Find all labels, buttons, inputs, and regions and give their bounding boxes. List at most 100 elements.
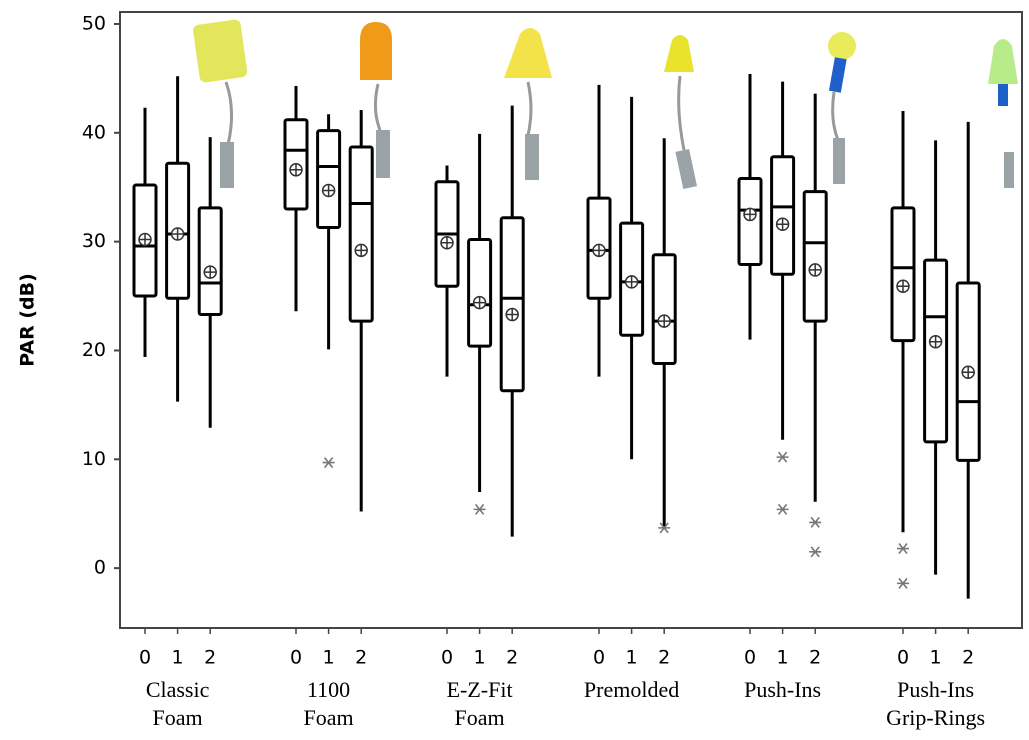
mean-marker — [440, 235, 454, 250]
group-label: E-Z-Fit — [447, 677, 513, 702]
box — [770, 155, 796, 276]
mean-cross — [625, 275, 638, 288]
outlier — [776, 503, 789, 515]
mean-cross — [593, 244, 605, 257]
mean-marker — [808, 263, 822, 277]
y-tick-label: 30 — [82, 230, 106, 252]
outlier — [473, 503, 486, 515]
plot-frame — [119, 11, 1023, 629]
box-plot — [651, 138, 677, 534]
box-plot — [802, 93, 828, 558]
mean-marker — [592, 243, 606, 258]
earplug-icons — [193, 19, 1018, 190]
box-plot — [434, 165, 460, 377]
mean-marker — [289, 163, 303, 177]
mean-cross — [204, 266, 217, 279]
box-label: 1 — [626, 647, 638, 669]
box-plot — [165, 76, 191, 402]
box-label: 1 — [777, 647, 789, 669]
box-plot — [197, 137, 223, 428]
box — [467, 237, 493, 348]
box-plot — [923, 140, 949, 575]
group-label: Grip-Rings — [886, 705, 985, 730]
box-label: 2 — [809, 647, 821, 669]
mean-marker — [354, 243, 368, 258]
y-tick-label: 0 — [94, 557, 106, 579]
group-label: Push-Ins — [897, 677, 974, 702]
y-tick-label: 10 — [82, 448, 106, 470]
mean-cross — [744, 208, 756, 221]
box-label: 0 — [897, 647, 909, 669]
box — [316, 129, 342, 229]
group-label: Push-Ins — [744, 677, 821, 702]
box-plot — [737, 74, 763, 340]
outlier — [658, 522, 671, 534]
mean-cross — [776, 218, 789, 231]
mean-marker — [896, 279, 910, 294]
mean-cross — [809, 263, 822, 276]
mean-marker — [775, 217, 790, 231]
box-plot — [586, 84, 612, 377]
box-label: 2 — [962, 647, 974, 669]
box-label: 2 — [506, 647, 518, 669]
box — [737, 177, 763, 266]
box-label: 1 — [323, 647, 335, 669]
box — [890, 206, 916, 343]
group-label: 1100 — [307, 677, 350, 702]
group-label: Premolded — [584, 677, 679, 702]
box-label: 0 — [139, 647, 151, 669]
box-label: 1 — [474, 647, 486, 669]
box-label: 0 — [441, 647, 453, 669]
y-tick-label: 20 — [82, 339, 106, 361]
group-label: Foam — [153, 705, 203, 730]
box-label: 1 — [930, 647, 942, 669]
box-plot — [499, 105, 525, 537]
mean-marker — [321, 183, 336, 198]
group-label: Classic — [146, 677, 210, 702]
box — [348, 145, 374, 323]
mean-marker — [505, 307, 519, 322]
outlier — [809, 546, 822, 558]
mean-cross — [171, 228, 184, 241]
box-plot — [348, 109, 374, 512]
mean-cross — [441, 236, 453, 249]
mean-cross — [473, 296, 486, 309]
box-plot — [467, 133, 493, 515]
box-label: 0 — [744, 647, 756, 669]
mean-marker — [743, 207, 757, 222]
group-label: Foam — [304, 705, 354, 730]
mean-marker — [657, 314, 671, 328]
mean-cross — [962, 366, 975, 379]
mean-marker — [928, 335, 943, 349]
mean-cross — [290, 163, 302, 176]
y-tick-label: 50 — [82, 12, 106, 34]
mean-marker — [138, 232, 152, 247]
mean-marker — [203, 265, 217, 279]
mean-cross — [897, 280, 909, 293]
box-plot — [619, 96, 645, 460]
mean-marker — [170, 227, 185, 241]
box — [923, 258, 949, 444]
outlier — [897, 543, 909, 555]
mean-marker — [472, 295, 487, 310]
box-plot — [955, 121, 981, 599]
mean-cross — [506, 308, 519, 321]
box — [651, 253, 677, 366]
box-plot — [890, 111, 916, 589]
box-label: 2 — [658, 647, 670, 669]
mean-cross — [322, 184, 335, 197]
box-label: 2 — [204, 647, 216, 669]
box-label: 1 — [172, 647, 184, 669]
mean-cross — [139, 233, 151, 246]
box-label: 2 — [355, 647, 367, 669]
box-plot — [283, 86, 309, 312]
group-label: Foam — [455, 705, 505, 730]
outlier — [809, 516, 822, 528]
mean-cross — [929, 335, 942, 348]
box-label: 0 — [593, 647, 605, 669]
y-tick-label: 40 — [82, 121, 106, 143]
y-axis-label: PAR (dB) — [17, 273, 39, 367]
box-plot — [132, 107, 158, 358]
mean-cross — [658, 315, 671, 328]
